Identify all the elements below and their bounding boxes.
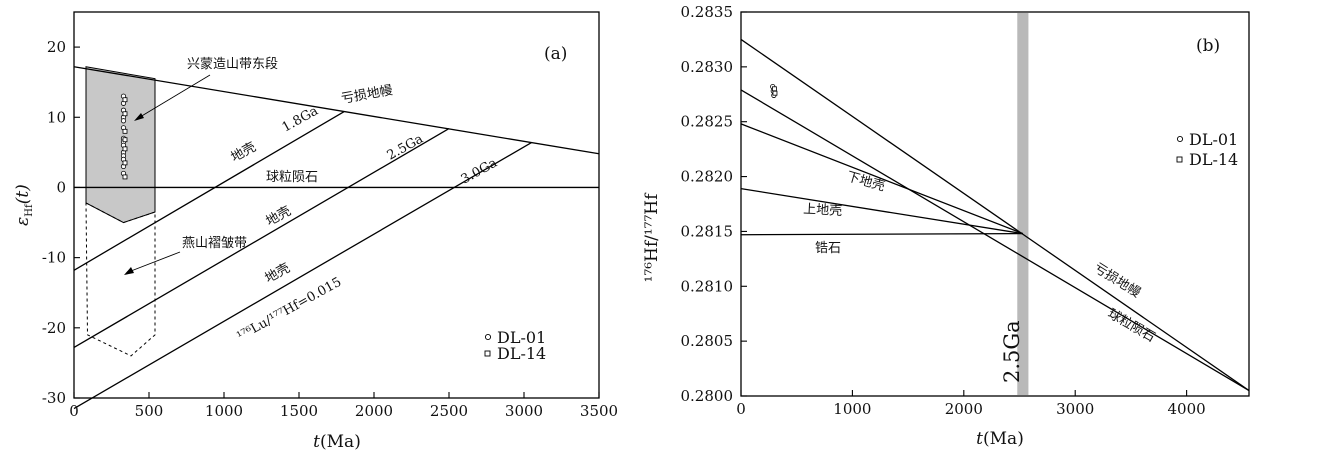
panel-a: 0 500 1000 1500 2000 2500 3000 3500 -30 -20 -10 0 1…	[13, 11, 618, 452]
point-dl-14-3-a	[122, 137, 128, 143]
series-line-4-a	[73, 141, 532, 410]
y-ticks-b: 0.2800 0.2805 0.2810 0.2815 0.2820 0.2825 0.28…	[681, 3, 747, 405]
point-dl-14-2-a	[122, 128, 128, 134]
label-zircon-b: 锆石	[815, 241, 841, 256]
point-dl-01-4-a	[120, 118, 127, 124]
y-tick-label-4-b: 0.2820	[681, 168, 734, 186]
regions-a	[85, 66, 156, 357]
x-tick-label-2-b: 2000	[945, 400, 983, 418]
legend-marker-dl14-b	[1176, 156, 1183, 163]
series-line-2-a	[73, 111, 345, 271]
legend-marker-dl14-a	[484, 350, 491, 357]
series-line-4-b	[740, 232, 1023, 236]
y-tick-label-1-b: 0.2805	[681, 332, 734, 350]
region-1-a	[85, 202, 156, 357]
panel-label-a: (a)	[544, 44, 567, 64]
y-tick-label-7-b: 0.2835	[681, 3, 734, 21]
legend-label-dl14-a: DL-14	[497, 344, 546, 363]
y-tick-label-5-b: 0.2825	[681, 113, 734, 131]
arrowhead-xingmeng-a	[134, 113, 144, 121]
label-upper-crust-b: 上地壳	[803, 202, 843, 219]
samples-a	[120, 93, 128, 180]
series-line-1-b	[740, 89, 1250, 392]
x-tick-label-1-b: 1000	[833, 400, 871, 418]
plot-frame-a	[73, 11, 600, 399]
x-tick-label-7-a: 3500	[580, 402, 618, 420]
legend-b: DL-01 DL-14	[1176, 130, 1238, 169]
x-tick-label-3-a: 1500	[280, 402, 318, 420]
x-tick-label-0-a: 0	[69, 402, 79, 420]
x-tick-label-4-b: 4000	[1168, 400, 1206, 418]
y-axis-label-b: ¹⁷⁶Hf/¹⁷⁷Hf	[642, 192, 662, 283]
legend-marker-dl01-b	[1176, 135, 1184, 143]
pointer-xingmeng-a	[139, 74, 211, 118]
samples-b	[770, 84, 778, 98]
x-tick-label-6-a: 3000	[505, 402, 543, 420]
y-tick-label-2-a: -10	[42, 249, 66, 267]
x-tick-label-2-a: 1000	[205, 402, 243, 420]
legend-a: DL-01 DL-14	[484, 328, 546, 363]
x-tick-label-0-b: 0	[736, 400, 746, 418]
y-tick-label-6-b: 0.2830	[681, 58, 734, 76]
legend-label-dl01-a: DL-01	[497, 328, 546, 347]
x-tick-label-5-a: 2500	[430, 402, 468, 420]
lines-a	[73, 66, 600, 410]
y-tick-label-0-b: 0.2800	[681, 387, 734, 405]
point-dl-14-0-a	[122, 97, 128, 103]
point-dl-14-6-a	[122, 174, 128, 180]
series-line-3-b	[740, 187, 1023, 235]
y-tick-label-2-b: 0.2810	[681, 277, 734, 295]
point-dl-14-1-a	[122, 111, 128, 117]
x-axis-label-b: t(Ma)	[976, 429, 1024, 449]
series-line-0-a	[73, 66, 600, 155]
point-dl-14-5-a	[122, 160, 128, 166]
y-tick-label-1-a: -20	[42, 319, 66, 337]
lines-b	[740, 38, 1250, 392]
y-axis-label-a: εHf(t)	[13, 184, 35, 226]
pointer-yanshan-a	[130, 251, 181, 272]
x-tick-label-1-a: 500	[135, 402, 164, 420]
point-dl-14-0-b	[772, 86, 777, 92]
series-line-0-b	[740, 38, 1250, 392]
x-ticks-b: 0 1000 2000 3000 4000	[736, 390, 1206, 418]
band-label-2.5ga: 2.5Ga	[1000, 320, 1024, 383]
panel-b: 0 1000 2000 3000 4000 0.28000.28050.28100.28…	[642, 3, 1250, 449]
x-tick-label-3-b: 3000	[1056, 400, 1094, 418]
y-ticks-a: -30 -20 -10 0 10 20	[42, 38, 80, 407]
label-yanshan-a: 燕山褶皱带	[182, 235, 247, 251]
age-band-2.5ga	[1017, 13, 1029, 395]
series-line-2-b	[740, 123, 1024, 235]
label-chondrite-a: 球粒陨石	[266, 170, 318, 185]
x-axis-label-a: t(Ma)	[313, 432, 361, 452]
point-dl-14-1-b	[772, 90, 778, 96]
y-tick-label-3-a: 0	[56, 178, 66, 196]
label-xingmeng-a: 兴蒙造山带东段	[187, 57, 278, 72]
y-tick-label-0-a: -30	[42, 389, 66, 407]
x-tick-label-4-a: 2000	[355, 402, 393, 420]
series-line-3-a	[73, 127, 450, 349]
legend-label-dl01-b: DL-01	[1189, 130, 1238, 149]
y-tick-label-5-a: 20	[47, 38, 66, 56]
x-ticks-a: 0 500 1000 1500 2000 2500 3000 3500	[69, 392, 618, 420]
arrowhead-yanshan-a	[124, 267, 134, 275]
legend-marker-dl01-a	[484, 333, 492, 341]
legend-label-dl14-b: DL-14	[1189, 150, 1238, 169]
point-dl-14-4-a	[122, 146, 128, 152]
region-0-a	[85, 66, 156, 224]
y-tick-label-4-a: 10	[47, 108, 66, 126]
panel-label-b: (b)	[1196, 36, 1220, 56]
y-tick-label-3-b: 0.2815	[681, 222, 734, 240]
